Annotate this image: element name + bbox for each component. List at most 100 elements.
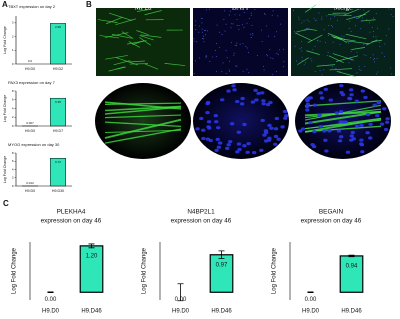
nucleus — [388, 28, 390, 30]
nucleus — [360, 69, 362, 71]
nucleus — [292, 10, 294, 12]
nucleus — [353, 16, 355, 18]
nucleus — [303, 29, 305, 31]
panel-label: C — [3, 199, 9, 208]
fiber — [121, 31, 134, 39]
fiber — [304, 100, 382, 107]
image-dapi — [193, 8, 288, 76]
nucleus — [269, 126, 274, 130]
nucleus — [304, 29, 306, 31]
nucleus — [203, 41, 205, 43]
chart-title: BEGAIN — [319, 209, 344, 216]
nucleus — [251, 15, 253, 17]
value-label: 0.00 — [45, 297, 57, 303]
fiber — [128, 60, 145, 63]
nucleus — [268, 35, 270, 37]
nucleus — [332, 26, 334, 28]
fiber — [139, 37, 151, 46]
nucleus — [348, 62, 350, 64]
nucleus — [314, 20, 316, 22]
nucleus — [207, 126, 212, 130]
nucleus — [335, 69, 337, 71]
x-tick-label: H9.D0 — [302, 309, 320, 315]
nucleus — [392, 16, 394, 18]
nucleus — [242, 122, 247, 127]
value-label: 1.20 — [86, 253, 98, 259]
nucleus — [232, 23, 234, 25]
nucleus — [205, 9, 207, 11]
nucleus — [216, 24, 218, 26]
panel-label: B — [86, 0, 92, 9]
nucleus — [294, 45, 296, 47]
fiber — [104, 121, 182, 128]
nucleus — [377, 71, 379, 73]
nucleus — [217, 141, 223, 145]
nucleus — [340, 120, 346, 124]
panel-label: A — [2, 0, 8, 9]
nucleus — [373, 61, 375, 63]
chart-title: expression on day 46 — [301, 218, 362, 225]
nucleus — [219, 47, 221, 49]
nucleus — [282, 48, 284, 50]
nucleus — [310, 58, 312, 60]
nucleus — [245, 150, 250, 154]
nucleus — [219, 98, 225, 102]
nucleus — [275, 71, 277, 73]
error-bar — [88, 243, 95, 249]
nucleus — [303, 64, 305, 66]
nucleus — [273, 142, 278, 146]
nucleus — [252, 32, 254, 34]
nucleus — [234, 44, 236, 46]
nucleus — [363, 43, 365, 45]
nucleus — [235, 45, 237, 47]
nucleus — [301, 59, 303, 61]
nucleus — [205, 55, 207, 57]
nucleus — [363, 95, 368, 100]
error-bar — [218, 250, 225, 260]
nucleus — [317, 113, 322, 117]
nucleus — [248, 72, 250, 74]
nucleus — [239, 102, 245, 106]
nucleus — [253, 88, 258, 92]
value-label: 0.94 — [346, 263, 358, 269]
nucleus — [318, 91, 324, 95]
nucleus — [238, 28, 240, 30]
fiber — [139, 35, 154, 41]
value-label: 0.0 — [28, 59, 33, 63]
nucleus — [366, 19, 368, 21]
nucleus — [213, 114, 218, 118]
nucleus — [273, 127, 279, 131]
nucleus — [343, 58, 345, 60]
chart-title: expression on day 46 — [171, 218, 232, 225]
nucleus — [237, 147, 242, 152]
nucleus — [308, 20, 310, 22]
nucleus — [303, 20, 305, 22]
nucleus — [365, 131, 370, 135]
nucleus — [233, 54, 235, 56]
nucleus — [376, 57, 378, 59]
nucleus — [269, 49, 271, 51]
nucleus — [368, 122, 373, 126]
nucleus — [235, 65, 237, 67]
nucleus — [277, 15, 279, 17]
nucleus — [308, 96, 313, 100]
nucleus — [343, 35, 345, 37]
nucleus — [229, 10, 231, 12]
nucleus — [359, 142, 364, 146]
nucleus — [351, 137, 356, 141]
nucleus — [225, 146, 230, 150]
y-tick-label: 0 — [12, 124, 14, 128]
y-axis-label: Log Fold Change — [272, 247, 278, 294]
fiber — [345, 33, 367, 40]
nucleus — [300, 127, 306, 131]
nucleus — [334, 16, 336, 18]
nucleus — [214, 49, 216, 51]
nucleus — [231, 84, 236, 88]
nucleus — [359, 69, 361, 71]
nucleus — [314, 70, 316, 72]
nucleus — [365, 55, 367, 57]
nucleus — [251, 24, 253, 26]
nucleus — [235, 99, 240, 104]
nucleus — [298, 19, 300, 21]
nucleus — [348, 42, 350, 44]
